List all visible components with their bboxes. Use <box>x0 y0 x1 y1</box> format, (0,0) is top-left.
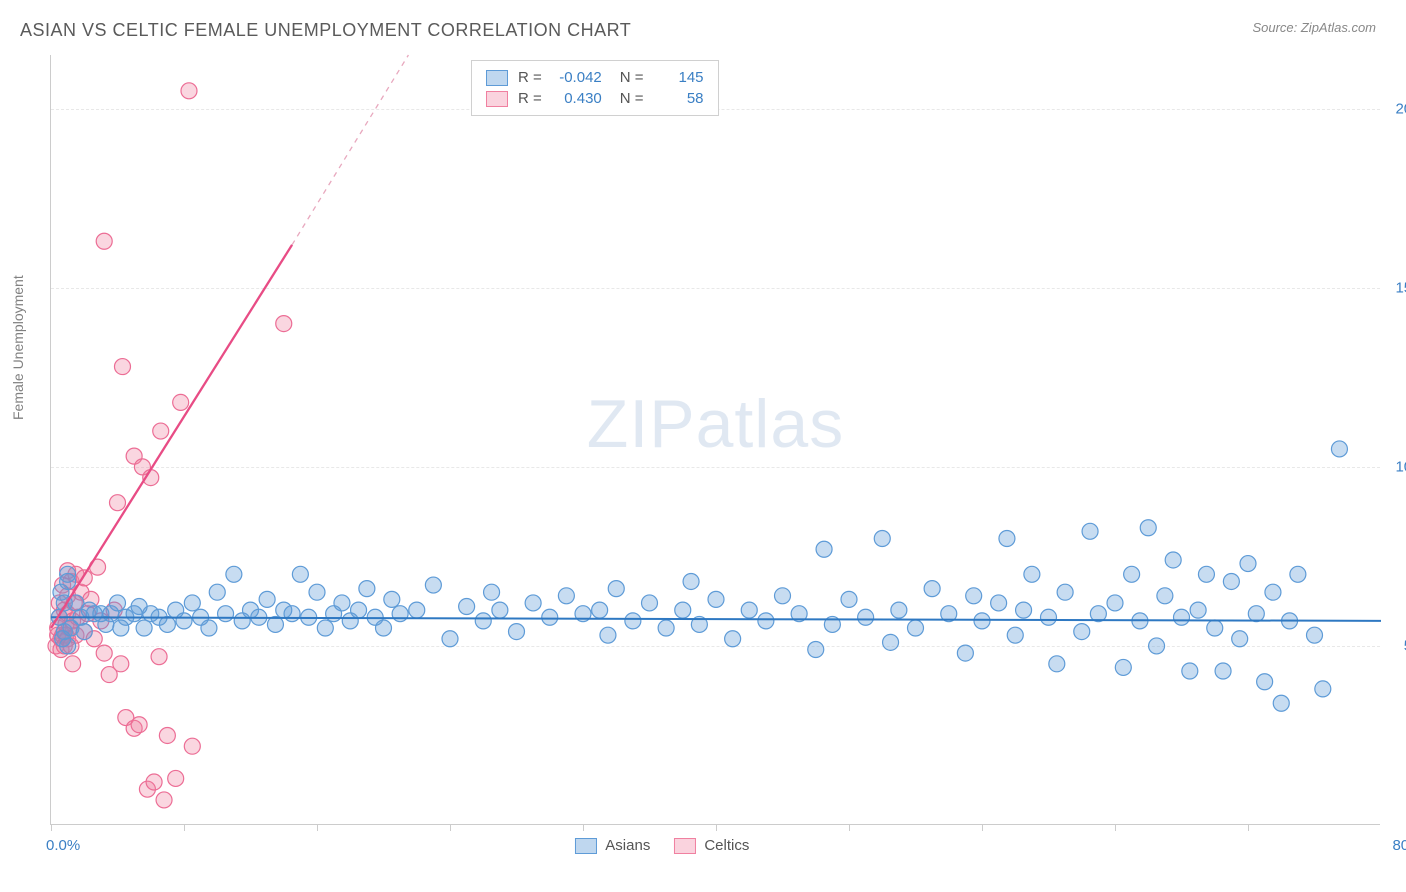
y-tick-label: 20.0% <box>1395 100 1406 117</box>
scatter-svg <box>51 55 1380 824</box>
stats-row-pink: R = 0.430 N = 58 <box>486 88 704 109</box>
chart-title: ASIAN VS CELTIC FEMALE UNEMPLOYMENT CORR… <box>20 20 631 41</box>
r-label: R = <box>518 90 542 107</box>
legend-label-asians: Asians <box>605 837 650 854</box>
swatch-pink <box>674 838 696 854</box>
r-label: R = <box>518 69 542 86</box>
n-value-blue: 145 <box>654 69 704 86</box>
n-label: N = <box>620 90 644 107</box>
stats-legend: R = -0.042 N = 145 R = 0.430 N = 58 <box>471 60 719 116</box>
x-axis-max-label: 80.0% <box>1392 837 1406 854</box>
n-value-pink: 58 <box>654 90 704 107</box>
n-label: N = <box>620 69 644 86</box>
swatch-blue <box>575 838 597 854</box>
swatch-blue <box>486 70 508 86</box>
y-axis-label: Female Unemployment <box>10 275 26 420</box>
y-tick-label: 15.0% <box>1395 279 1406 296</box>
y-tick-label: 10.0% <box>1395 458 1406 475</box>
stats-row-blue: R = -0.042 N = 145 <box>486 67 704 88</box>
legend-item-celtics: Celtics <box>674 837 749 854</box>
source-label: Source: ZipAtlas.com <box>1252 20 1376 35</box>
chart-plot-area: ZIPatlas 5.0%10.0%15.0%20.0% R = -0.042 … <box>50 55 1380 825</box>
legend-item-asians: Asians <box>575 837 650 854</box>
swatch-pink <box>486 91 508 107</box>
r-value-pink: 0.430 <box>552 90 602 107</box>
x-axis-min-label: 0.0% <box>46 837 80 854</box>
r-value-blue: -0.042 <box>552 69 602 86</box>
legend-label-celtics: Celtics <box>704 837 749 854</box>
series-legend: Asians Celtics <box>575 837 749 854</box>
